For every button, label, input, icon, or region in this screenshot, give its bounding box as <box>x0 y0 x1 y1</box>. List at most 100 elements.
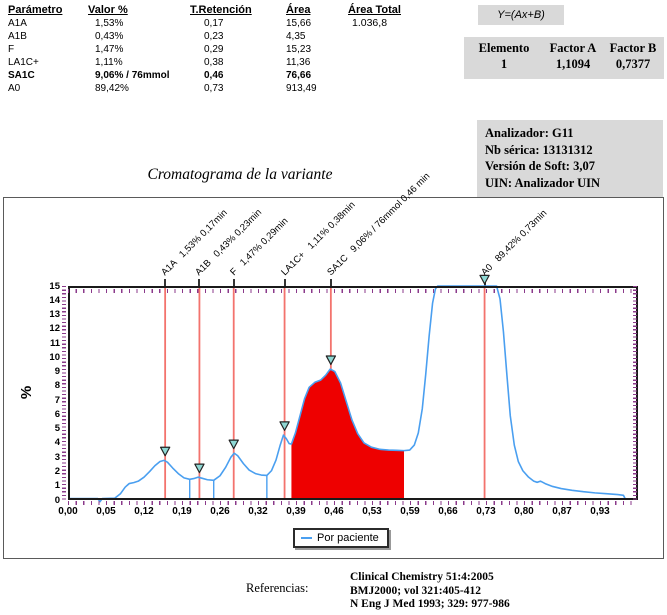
results-cell-valor: 0,43% <box>95 31 124 42</box>
x-tick-label: 0,93 <box>590 506 610 517</box>
reference-line: N Eng J Med 1993; 329: 977-986 <box>350 598 510 610</box>
x-tick-label: 0,19 <box>172 506 192 517</box>
results-cell-valor: 1,11% <box>95 57 123 68</box>
factor-table: Elemento Factor A Factor B 1 1,1094 0,7377 <box>464 37 664 79</box>
results-cell-area: 11,36 <box>286 57 311 68</box>
results-cell-empty <box>348 69 458 82</box>
reference-line: Clinical Chemistry 51:4:2005 <box>350 571 494 583</box>
x-tick-label: 0,32 <box>248 506 268 517</box>
results-header-cell: Área Total <box>348 4 401 16</box>
factor-cell: 1,1094 <box>555 57 591 71</box>
analyzer-info-box: Analizador: G11 Nb sérica: 13131312 Versió… <box>477 120 663 197</box>
results-cell-tret: 0,38 <box>204 57 224 68</box>
results-cell-tret: 0,46 <box>204 70 224 81</box>
peak-marker-LA1C+ <box>279 421 290 431</box>
results-cell-param: SA1C <box>8 70 35 81</box>
results-cell-area: 4,35 <box>286 31 306 42</box>
references-list: Clinical Chemistry 51:4:2005 BMJ2000; vol… <box>350 571 510 612</box>
peak-label-tick <box>198 279 201 286</box>
x-tick-label: 0,73 <box>476 506 496 517</box>
peak-marker-SA1C <box>325 355 337 366</box>
references-label: Referencias: <box>246 581 309 595</box>
y-tick-label: 15 <box>49 280 60 292</box>
x-tick-label: 0,53 <box>362 506 382 517</box>
results-cell-area: 15,66 <box>286 18 312 29</box>
analyzer-line: UIN: Analizador UIN <box>485 175 601 190</box>
x-tick-label: 0,26 <box>210 506 230 517</box>
results-header-cell: Parámetro <box>8 4 63 16</box>
y-tick-label: 14 <box>49 294 60 306</box>
y-tick-label: 5 <box>54 423 60 435</box>
peak-label-tick <box>329 279 332 286</box>
x-tick-label: 0,87 <box>552 506 572 517</box>
formula-text: Y=(Ax+B) <box>497 9 545 21</box>
peak-label-A0: A0 89,42% 0,73min <box>478 207 549 278</box>
plot-border <box>68 286 638 500</box>
results-header-cell: Valor % <box>88 4 128 16</box>
results-cell-valor: 1,53% <box>95 18 124 29</box>
y-tick-label: 8 <box>54 380 60 392</box>
x-tick-label: 0,46 <box>324 506 344 517</box>
results-cell-param: F <box>8 44 15 55</box>
peak-label-SA1C: SA1C 9,06% / 76mmol 0,46 min <box>325 170 433 278</box>
chart-panel: % 0 1 2 3 4 5 6 7 8 9 10 11 12 13 14 15 0,00 0,05 0,12 0,1… <box>3 171 664 559</box>
x-tick-label: 0,59 <box>400 506 420 517</box>
x-tick-label: 0,39 <box>286 506 306 517</box>
x-tick-label: 0,05 <box>96 506 116 517</box>
results-cell-param: LA1C+ <box>8 57 39 68</box>
peak-label-tick <box>164 279 167 286</box>
peak-marker-A0 <box>479 274 490 285</box>
chromatogram-svg <box>68 274 638 503</box>
peak-label-LA1C+: LA1C+ 1,11% 0,38min <box>278 199 358 278</box>
peak-label-tick <box>283 279 286 286</box>
analyzer-line: Versión de Soft: 3,07 <box>485 159 595 173</box>
results-cell-valor: 9,06% / 76mmol <box>95 70 170 81</box>
y-tick-label: 4 <box>54 437 60 449</box>
legend[interactable]: Por paciente <box>293 528 389 548</box>
results-cell-valor: 89,42% <box>95 83 129 94</box>
x-tick-label: 0,80 <box>514 506 534 517</box>
factor-cell: 0,7377 <box>615 57 651 71</box>
results-cell-empty <box>348 56 458 69</box>
factor-header-cell: Factor B <box>609 41 657 55</box>
analyzer-line: Analizador: G11 <box>485 126 574 140</box>
peak-marker-A1B <box>194 463 205 474</box>
analyzer-line: Nb sérica: 13131312 <box>485 142 593 157</box>
factor-header-cell: Factor A <box>549 41 597 55</box>
results-cell-area: 76,66 <box>286 70 312 81</box>
results-cell-empty <box>348 30 458 43</box>
chromatogram-curve <box>68 285 627 503</box>
y-tick-label: 13 <box>49 309 60 321</box>
x-tick-label: 0,12 <box>134 506 154 517</box>
results-cell-tret: 0,23 <box>204 31 224 42</box>
y-tick-label: 1 <box>54 480 60 492</box>
factor-header-cell: Elemento <box>478 41 530 55</box>
y-tick-label: 7 <box>54 394 60 406</box>
x-tick-label: 0,00 <box>58 506 78 517</box>
y-tick-label: 11 <box>49 337 60 349</box>
area-total-value: 1.036,8 <box>352 17 388 29</box>
results-cell-tret: 0,73 <box>204 83 224 94</box>
y-tick-label: 3 <box>54 451 60 463</box>
x-minor-ticks-top <box>68 289 638 293</box>
results-header-cell: T.Retención <box>190 4 252 16</box>
y-minor-ticks-right <box>633 286 637 500</box>
legend-label: Por paciente <box>317 532 379 544</box>
results-cell-tret: 0,17 <box>204 18 224 29</box>
results-cell-area: 15,23 <box>286 44 312 55</box>
results-cell-area: 913,49 <box>286 83 317 94</box>
reference-line: BMJ2000; vol 321:405-412 <box>350 584 481 597</box>
peak-marker-A1A <box>159 446 171 457</box>
sa1c-highlight-area <box>291 369 404 500</box>
results-cell-param: A0 <box>8 83 21 94</box>
results-cell-param: A1B <box>8 31 27 42</box>
peak-label-tick <box>232 279 235 286</box>
factor-cell: 1 <box>500 57 508 71</box>
x-tick-label: 0,66 <box>438 506 458 517</box>
x-minor-ticks-bottom <box>68 501 638 505</box>
results-cell-empty <box>348 43 458 56</box>
y-tick-label: 10 <box>49 351 60 363</box>
peak-marker-F <box>228 439 239 450</box>
y-minor-ticks <box>62 286 66 500</box>
